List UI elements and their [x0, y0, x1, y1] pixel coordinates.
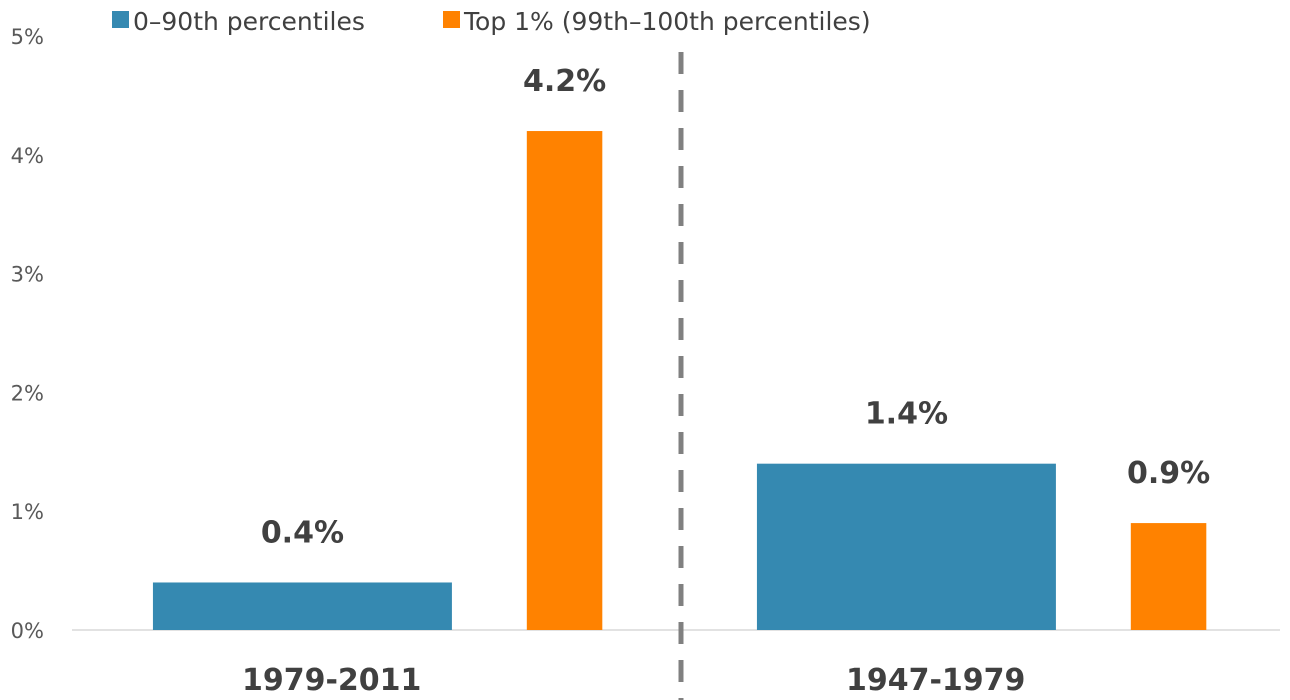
- y-tick-label: 4%: [11, 144, 44, 168]
- y-tick-label: 5%: [11, 25, 44, 49]
- legend-label: 0–90th percentiles: [133, 7, 365, 36]
- data-label: 1.4%: [865, 397, 948, 432]
- data-label: 4.2%: [523, 64, 606, 99]
- data-label: 0.4%: [261, 515, 344, 550]
- y-tick-label: 3%: [11, 263, 44, 287]
- bars-group: [152, 131, 1207, 631]
- category-label: 1979-2011: [242, 663, 421, 698]
- bar-bottom-90-1: [756, 463, 1056, 630]
- y-tick-label: 1%: [11, 500, 44, 524]
- legend-swatch: [443, 11, 460, 28]
- y-tick-label: 2%: [11, 381, 44, 405]
- category-labels-group: 1979-2011 1947-1979: [242, 663, 1025, 698]
- y-axis-ticks: 0% 1% 2% 3% 4% 5%: [11, 25, 44, 643]
- legend-label: Top 1% (99th–100th percentiles): [463, 7, 871, 36]
- bar-bottom-90-0: [152, 582, 452, 630]
- bar-top-1-0: [526, 131, 603, 631]
- legend: 0–90th percentiles Top 1% (99th–100th per…: [112, 7, 871, 36]
- bar-top-1-1: [1130, 523, 1207, 630]
- data-labels-group: 0.4% 4.2% 1.4% 0.9%: [261, 64, 1210, 550]
- y-tick-label: 0%: [11, 619, 44, 643]
- category-label: 1947-1979: [846, 663, 1025, 698]
- data-label: 0.9%: [1127, 456, 1210, 491]
- legend-swatch: [112, 11, 129, 28]
